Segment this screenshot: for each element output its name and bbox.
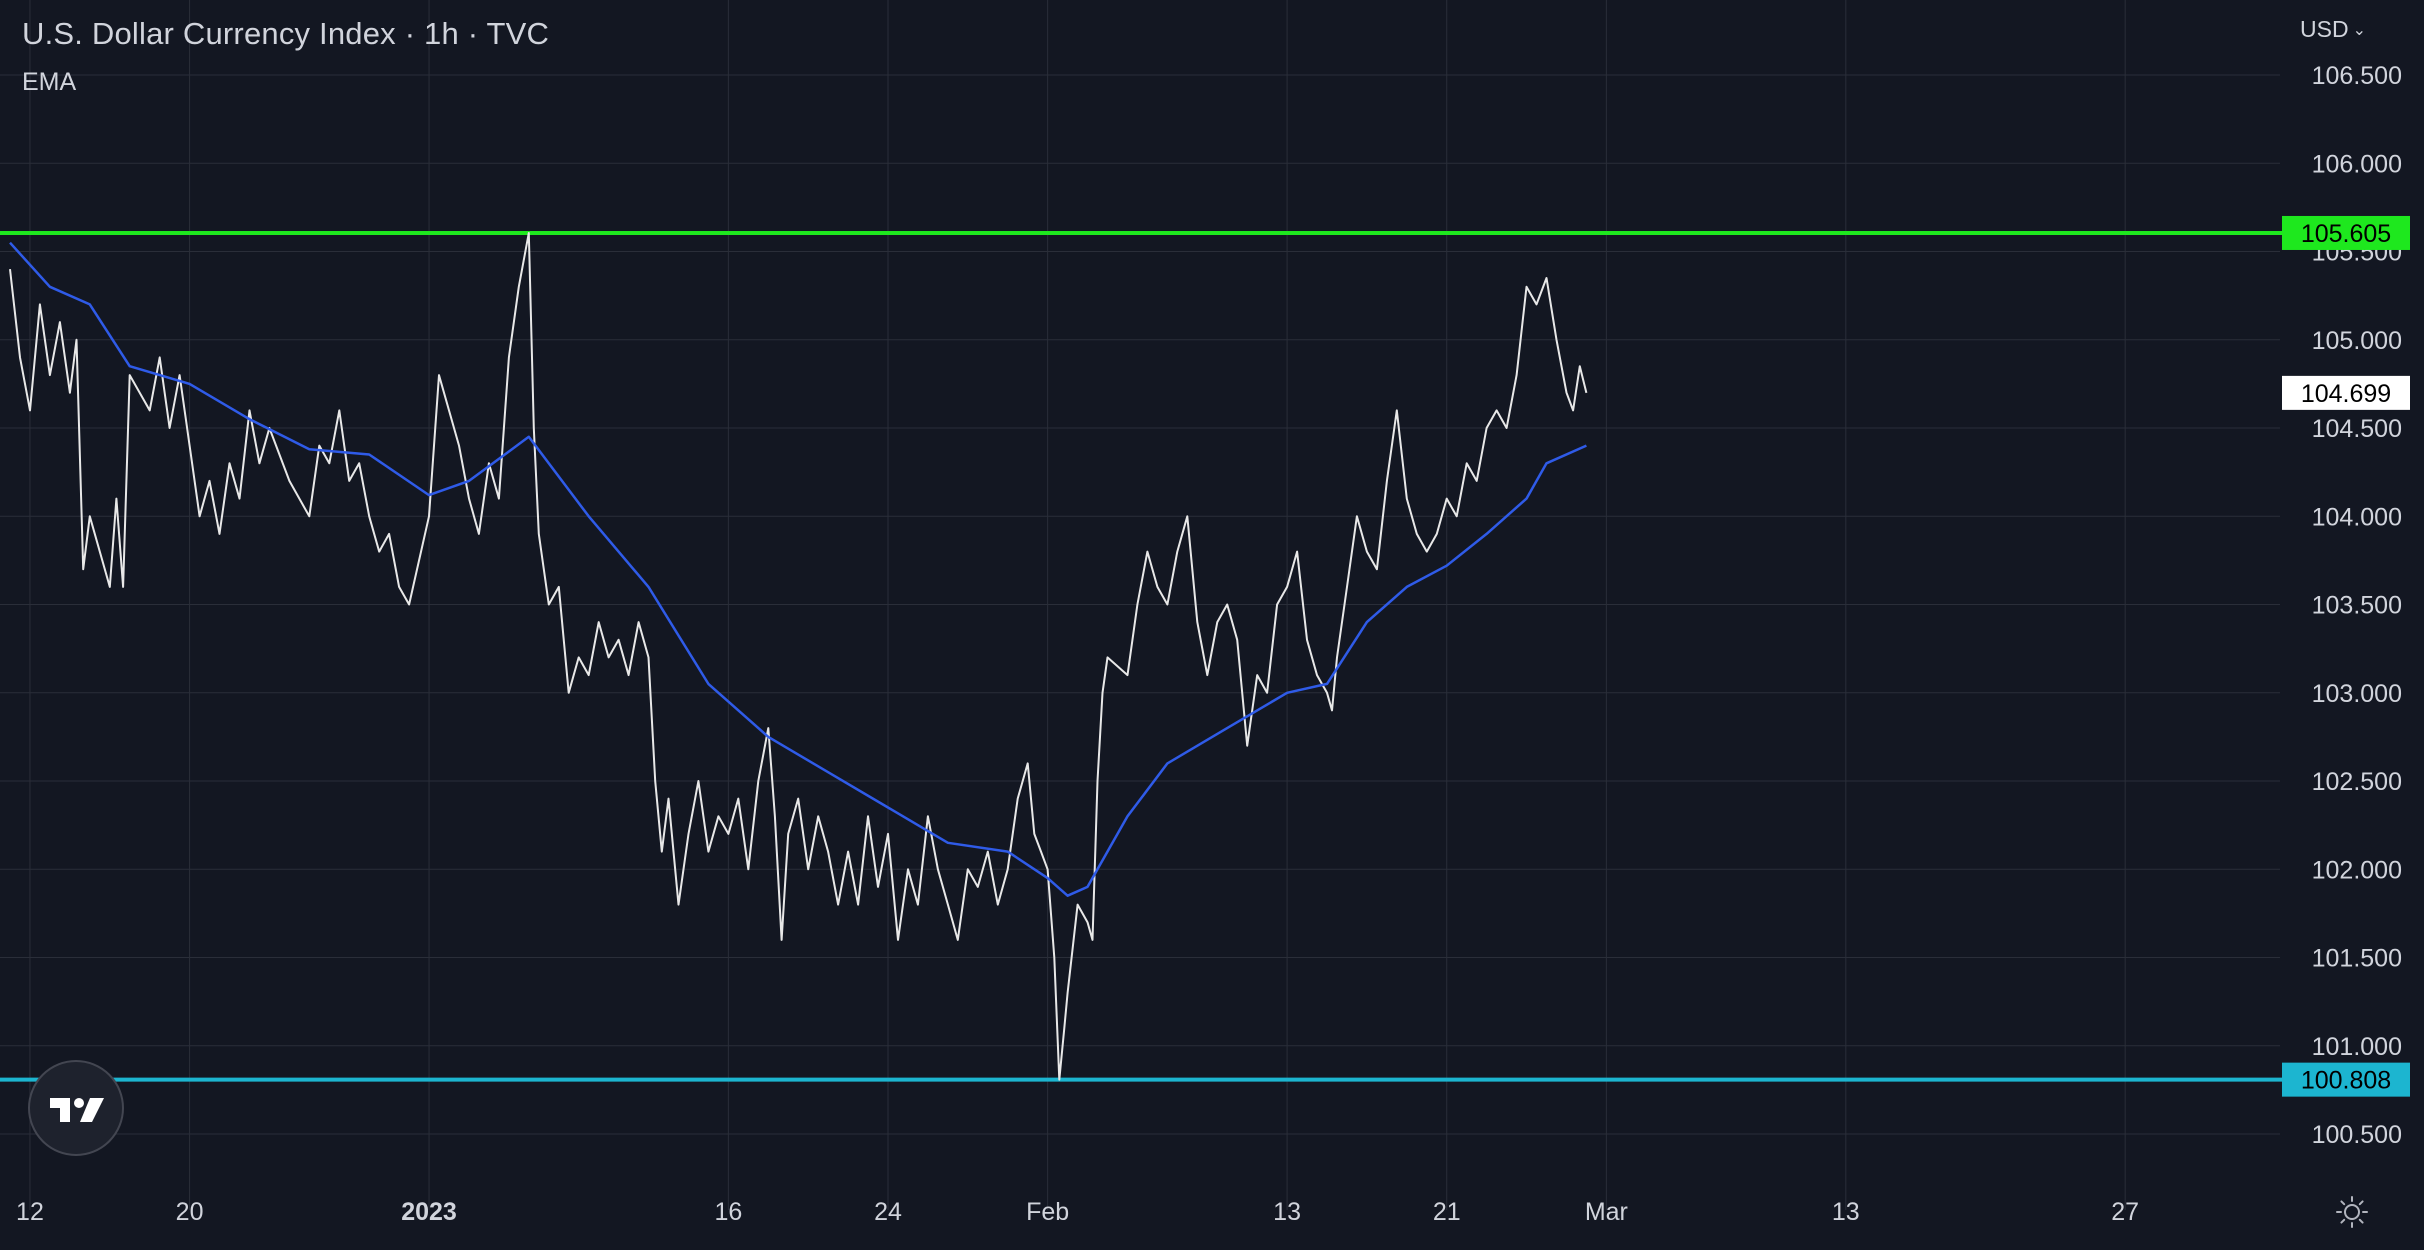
y-tick-label: 102.000 [2312, 856, 2402, 884]
y-tick-label: 101.000 [2312, 1033, 2402, 1061]
level-price-label: 100.808 [2301, 1067, 2391, 1095]
y-tick-label: 106.000 [2312, 150, 2402, 178]
level-price-label: 105.605 [2301, 220, 2391, 248]
x-tick-label: 27 [2111, 1198, 2139, 1226]
settings-sun-icon[interactable] [2335, 1195, 2369, 1229]
chart-grid [0, 0, 2280, 1210]
settings-glyph [2336, 1196, 2368, 1228]
chart-title: U.S. Dollar Currency Index · 1h · TVC [22, 16, 550, 51]
y-tick-label: 105.000 [2312, 327, 2402, 355]
level-price-badge [2282, 1062, 2410, 1097]
x-tick-label: Mar [1585, 1198, 1628, 1226]
logo-glyph [50, 1098, 104, 1122]
tradingview-logo-icon[interactable] [28, 1060, 124, 1156]
x-tick-label: 24 [874, 1198, 902, 1226]
x-tick-label: Feb [1026, 1198, 1069, 1226]
x-tick-label: 21 [1433, 1198, 1461, 1226]
x-tick-label: 12 [16, 1198, 44, 1226]
y-tick-label: 100.500 [2312, 1121, 2402, 1149]
y-tick-label: 102.500 [2312, 768, 2402, 796]
y-tick-label: 104.000 [2312, 503, 2402, 531]
x-tick-label: 2023 [401, 1198, 457, 1226]
y-tick-label: 103.000 [2312, 680, 2402, 708]
y-tick-label: 103.500 [2312, 592, 2402, 620]
last-price-badge [2282, 375, 2410, 410]
y-tick-label: 104.500 [2312, 415, 2402, 443]
time-axis[interactable]: 12 20 2023 16 24 Feb 13 21 Mar 13 27 [16, 1198, 2139, 1226]
price-series-line [9, 232, 1588, 1081]
horizontal-lines[interactable] [0, 230, 2282, 1082]
x-tick-label: 16 [714, 1198, 742, 1226]
ema-series-line [9, 241, 1587, 897]
x-tick-label: 13 [1832, 1198, 1860, 1226]
currency-label: USD [2300, 16, 2349, 42]
price-badges: 105.605 100.808 104.699 [2282, 215, 2410, 1097]
currency-selector[interactable]: USD ⌄ [2300, 16, 2366, 43]
y-tick-label: 101.500 [2312, 945, 2402, 973]
y-tick-label: 106.500 [2312, 62, 2402, 90]
level-price-badge [2282, 215, 2410, 250]
chart-series [9, 232, 1588, 1081]
price-axis[interactable]: 106.500106.000105.500105.000104.500104.0… [2312, 62, 2402, 1149]
chevron-down-icon: ⌄ [2352, 22, 2366, 39]
x-tick-label: 20 [176, 1198, 204, 1226]
x-tick-label: 13 [1273, 1198, 1301, 1226]
indicator-label[interactable]: EMA [22, 68, 77, 96]
last-price-label: 104.699 [2301, 380, 2391, 408]
